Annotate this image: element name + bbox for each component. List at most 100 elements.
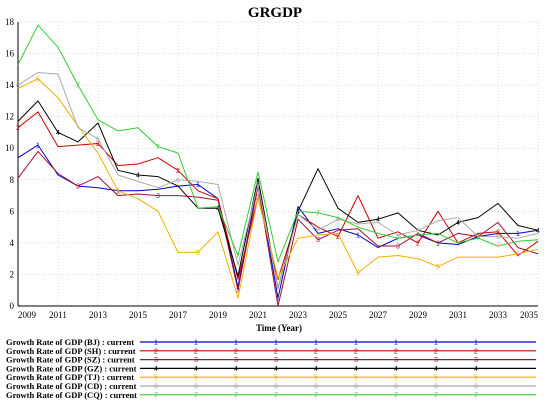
series-marker-5: 5 xyxy=(116,188,120,195)
legend-marker: 6 xyxy=(274,384,278,391)
legend-marker: 7 xyxy=(394,392,398,399)
legend-marker: 1 xyxy=(314,340,318,347)
legend-label: Growth Rate of GDP (TJ) : current xyxy=(6,372,134,382)
series-marker-1: 1 xyxy=(196,182,200,189)
series-marker-3: 3 xyxy=(476,234,480,241)
legend-marker: 4 xyxy=(394,366,398,373)
x-tick-label: 2011 xyxy=(49,310,67,320)
series-line-5 xyxy=(17,78,539,299)
legend-label: Growth Rate of GDP (GZ) : current xyxy=(6,363,137,373)
series-6: 6 6 6 6 6 6 6 xyxy=(16,72,539,290)
series-marker-4: 4 xyxy=(536,228,540,235)
legend-entry: Growth Rate of GDP (BJ) : current 1 1 1 1 1 1 1… xyxy=(6,337,536,347)
legend-marker: 1 xyxy=(474,340,478,347)
series-marker-7: 7 xyxy=(316,210,320,217)
series-marker-3: 3 xyxy=(396,244,400,251)
series-marker-4: 4 xyxy=(216,206,220,213)
legend-marker: 6 xyxy=(434,384,438,391)
legend-marker: 3 xyxy=(194,357,198,364)
legend-marker: 5 xyxy=(154,375,158,382)
series-marker-5: 5 xyxy=(196,250,200,257)
legend-entry: Growth Rate of GDP (CQ) : current 7 7 7 7 7 7 7… xyxy=(6,390,536,400)
series-marker-1: 1 xyxy=(436,240,440,247)
legend-marker: 7 xyxy=(274,392,278,399)
y-tick-label: 6 xyxy=(10,206,15,216)
legend-marker: 2 xyxy=(194,348,198,355)
series-marker-2: 2 xyxy=(176,168,180,175)
legend-marker: 3 xyxy=(234,357,238,364)
legend-marker: 3 xyxy=(434,357,438,364)
legend-marker: 5 xyxy=(314,375,318,382)
y-tick-label: 10 xyxy=(5,143,15,153)
legend-marker: 7 xyxy=(434,392,438,399)
x-tick-label: 2031 xyxy=(449,310,467,320)
legend-marker: 2 xyxy=(274,348,278,355)
y-tick-label: 16 xyxy=(5,49,15,59)
legend-marker: 3 xyxy=(474,357,478,364)
series-marker-1: 1 xyxy=(356,233,360,240)
legend-marker: 3 xyxy=(394,357,398,364)
legend-marker: 7 xyxy=(354,392,358,399)
y-tick-label: 12 xyxy=(5,112,14,122)
x-tick-label: 2021 xyxy=(249,310,267,320)
legend-marker: 7 xyxy=(194,392,198,399)
legend-marker: 6 xyxy=(314,384,318,391)
legend-marker: 6 xyxy=(234,384,238,391)
y-tick-label: 2 xyxy=(10,269,15,279)
legend-marker: 1 xyxy=(274,340,278,347)
legend-marker: 2 xyxy=(394,348,398,355)
legend-marker: 1 xyxy=(194,340,198,347)
series-marker-6: 6 xyxy=(496,234,500,241)
series-marker-2: 2 xyxy=(96,141,100,148)
series-marker-7: 7 xyxy=(236,253,240,260)
legend-marker: 2 xyxy=(234,348,238,355)
series-marker-5: 5 xyxy=(436,264,440,271)
series-marker-3: 3 xyxy=(316,237,320,244)
series-line-6 xyxy=(17,72,539,290)
legend-entry: Growth Rate of GDP (SH) : current 2 2 2 2 2 2 2… xyxy=(6,346,536,356)
x-tick-label: 2009 xyxy=(18,310,37,320)
x-axis-ticks: 2009 2011 2013 2015 2017 2019 2021 2023 2025 2027… xyxy=(18,310,539,320)
y-axis-ticks: 0 2 4 6 8 10 12 14 16 18 xyxy=(5,17,15,311)
series-marker-7: 7 xyxy=(76,83,80,90)
legend-marker: 2 xyxy=(434,348,438,355)
x-tick-label: 2025 xyxy=(329,310,348,320)
legend-marker: 5 xyxy=(354,375,358,382)
legend-marker: 7 xyxy=(314,392,318,399)
legend-marker: 7 xyxy=(234,392,238,399)
legend-marker: 5 xyxy=(434,375,438,382)
legend-entry: Growth Rate of GDP (TJ) : current 5 5 5 5 5 5 5… xyxy=(6,372,536,382)
series-marker-4: 4 xyxy=(56,130,60,137)
y-tick-label: 18 xyxy=(5,17,15,27)
legend-marker: 4 xyxy=(194,366,198,373)
legend-marker: 4 xyxy=(434,366,438,373)
series-marker-7: 7 xyxy=(476,236,480,243)
x-axis-title: Time (Year) xyxy=(256,323,302,333)
series-marker-7: 7 xyxy=(396,236,400,243)
legend-marker: 6 xyxy=(474,384,478,391)
legend-marker: 4 xyxy=(474,366,478,373)
y-tick-label: 0 xyxy=(10,301,15,311)
series-marker-4: 4 xyxy=(456,220,460,227)
series-marker-3: 3 xyxy=(236,288,240,295)
chart-title: GRGDP xyxy=(248,5,302,21)
legend-label: Growth Rate of GDP (BJ) : current xyxy=(6,337,134,347)
y-tick-label: 4 xyxy=(10,238,15,248)
series-marker-6: 6 xyxy=(16,83,20,90)
x-tick-label: 2019 xyxy=(209,310,228,320)
series-marker-2: 2 xyxy=(16,125,20,132)
series-5: 5 5 5 5 5 5 5 xyxy=(17,76,539,299)
y-tick-label: 14 xyxy=(5,80,15,90)
series-marker-3: 3 xyxy=(76,184,80,191)
series-7: 7 7 7 7 7 7 xyxy=(17,24,539,263)
legend-marker: 5 xyxy=(274,375,278,382)
series-line-7 xyxy=(17,24,539,263)
series-marker-7: 7 xyxy=(156,144,160,151)
legend: Growth Rate of GDP (BJ) : current 1 1 1 1 1 1 1… xyxy=(6,337,536,400)
legend-marker: 6 xyxy=(394,384,398,391)
series-marker-6: 6 xyxy=(96,136,100,143)
series-marker-1: 1 xyxy=(116,188,120,195)
legend-marker: 5 xyxy=(194,375,198,382)
series-marker-4: 4 xyxy=(136,173,140,180)
